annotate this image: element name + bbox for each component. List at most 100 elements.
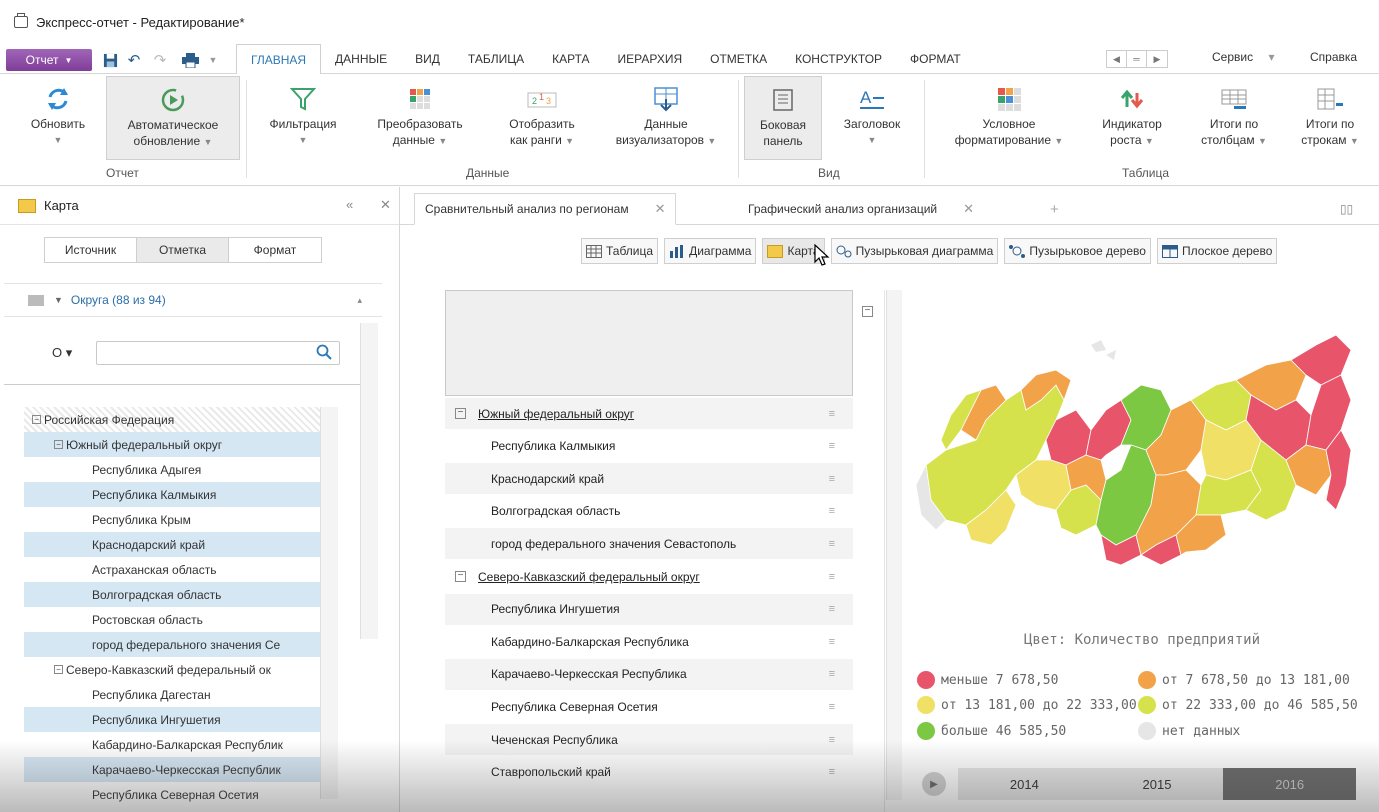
tab-view[interactable]: ВИД (415, 52, 440, 66)
tab-hierarchy[interactable]: ИЕРАРХИЯ (617, 52, 683, 66)
tree-item[interactable]: Республика Адыгея (24, 457, 320, 482)
filter-icon[interactable]: ≡ (828, 440, 835, 453)
undo-icon[interactable]: ↶ (127, 52, 141, 69)
view-map-button[interactable]: Карта (762, 238, 825, 264)
collapse-all-icon[interactable]: − (862, 306, 873, 317)
table-row[interactable]: Чеченская Республика ≡ (445, 724, 853, 756)
tab-main[interactable]: ГЛАВНАЯ (236, 44, 322, 75)
filter-icon[interactable]: ≡ (828, 603, 835, 616)
view-bubble-tree-button[interactable]: Пузырьковое дерево (1004, 238, 1151, 264)
view-table-button[interactable]: Таблица (581, 238, 659, 264)
heading-button[interactable]: A Заголовок ▼ (830, 82, 914, 148)
scroll-left-icon[interactable]: ◀ (1107, 51, 1127, 67)
collapse-icon[interactable]: − (54, 665, 63, 674)
tree-item[interactable]: Карачаево-Черкесская Республик (24, 757, 320, 782)
close-panel-icon[interactable]: ✕ (380, 197, 391, 212)
tree-item[interactable]: Ростовская область (24, 607, 320, 632)
doc-tab-regions[interactable]: Сравнительный анализ по регионам ✕ (414, 193, 677, 225)
growth-indicator-button[interactable]: Индикатор роста ▼ (1090, 82, 1174, 149)
table-row[interactable]: − Северо-Кавказский федеральный округ ≡ (445, 561, 853, 593)
selection-mode-icon[interactable]: O ▾ (52, 345, 73, 360)
refresh-button[interactable]: Обновить ▼ (18, 82, 98, 148)
table-row[interactable]: Кабардино-Балкарская Республика ≡ (445, 626, 853, 659)
table-row[interactable]: Республика Калмыкия ≡ (445, 431, 853, 463)
table-row[interactable]: Республика Северная Осетия ≡ (445, 691, 853, 724)
search-icon[interactable] (316, 344, 332, 363)
report-menu-button[interactable]: Отчет ▼ (6, 49, 92, 71)
year-2015[interactable]: 2015 (1142, 776, 1172, 792)
collapse-icon[interactable]: − (32, 415, 41, 424)
tree-item[interactable]: − Северо-Кавказский федеральный ок (24, 657, 320, 682)
dimension-selector[interactable]: ▼ Округа (88 из 94) ▴ (4, 283, 382, 317)
tree-scrollbar[interactable] (320, 407, 338, 799)
column-totals-button[interactable]: Итоги по столбцам ▼ (1188, 82, 1280, 149)
filter-icon[interactable]: ≡ (828, 537, 835, 550)
doc-tab-organizations[interactable]: Графический анализ организаций ✕ (738, 193, 984, 225)
table-row[interactable]: Ставропольский край ≡ (445, 757, 853, 789)
table-row[interactable]: город федерального значения Севастополь ≡ (445, 528, 853, 561)
filter-icon[interactable]: ≡ (828, 472, 835, 485)
visualizer-data-button[interactable]: Данные визуализаторов ▼ (600, 82, 732, 149)
auto-refresh-button[interactable]: Автоматическое обновление ▼ (106, 76, 240, 160)
tab-data[interactable]: ДАННЫЕ (335, 52, 388, 66)
tree-item[interactable]: город федерального значения Се (24, 632, 320, 657)
tab-format[interactable]: Формат (253, 243, 297, 257)
search-input[interactable] (96, 341, 340, 365)
tree-item[interactable]: Республика Ингушетия (24, 707, 320, 732)
filter-button[interactable]: Фильтрация ▼ (258, 82, 348, 148)
table-row[interactable]: − Южный федеральный округ ≡ (445, 398, 853, 430)
side-panel-button[interactable]: Боковая панель (744, 76, 822, 160)
close-icon[interactable]: ✕ (654, 201, 666, 216)
collapse-icon[interactable]: − (455, 408, 466, 419)
tree-item[interactable]: Республика Калмыкия (24, 482, 320, 507)
tab-source[interactable]: Источник (45, 238, 137, 262)
view-treemap-button[interactable]: Плоское дерево (1156, 238, 1278, 264)
scrollbar[interactable] (360, 323, 378, 639)
close-icon[interactable]: ✕ (963, 201, 975, 216)
service-menu[interactable]: Сервис ▾ (1212, 50, 1274, 64)
help-menu[interactable]: Справка (1310, 50, 1358, 64)
filter-icon[interactable]: ≡ (828, 505, 835, 518)
tree-item[interactable]: Республика Дагестан (24, 682, 320, 707)
table-row[interactable]: Краснодарский край ≡ (445, 463, 853, 496)
view-bubble-chart-button[interactable]: Пузырьковая диаграмма (830, 238, 999, 264)
dimension-collapse-icon[interactable]: ▴ (357, 294, 362, 305)
conditional-format-button[interactable]: Условное форматирование ▼ (936, 82, 1082, 149)
play-icon[interactable]: ▶ (922, 772, 946, 796)
add-tab-icon[interactable]: + (1050, 200, 1059, 218)
view-chart-button[interactable]: Диаграмма (664, 238, 757, 264)
quick-access-dropdown-icon[interactable]: ▼ (208, 55, 218, 65)
table-scrollbar[interactable] (886, 290, 902, 800)
split-view-icon[interactable]: ▯▯ (1340, 202, 1354, 216)
filter-icon[interactable]: ≡ (828, 733, 835, 746)
save-icon[interactable] (100, 49, 120, 71)
table-row[interactable]: Республика Ингушетия ≡ (445, 593, 853, 626)
tree-item[interactable]: Кабардино-Балкарская Республик (24, 732, 320, 757)
year-2014[interactable]: 2014 (1009, 776, 1039, 792)
filter-icon[interactable]: ≡ (828, 700, 835, 713)
filter-icon[interactable]: ≡ (828, 407, 835, 420)
filter-icon[interactable]: ≡ (828, 668, 835, 681)
tree-item[interactable]: − Российская Федерация (24, 407, 320, 432)
scroll-right-icon[interactable]: ▶ (1153, 53, 1161, 64)
tab-designer[interactable]: КОНСТРУКТОР (795, 52, 883, 66)
table-row[interactable]: Волгоградская область ≡ (445, 496, 853, 528)
tree-item[interactable]: Астраханская область (24, 557, 320, 582)
tab-format[interactable]: ФОРМАТ (910, 52, 961, 66)
row-totals-button[interactable]: Итоги по строкам ▼ (1290, 82, 1370, 149)
redo-icon[interactable]: ↷ (153, 52, 167, 69)
tree-item[interactable]: Волгоградская область (24, 582, 320, 607)
collapse-panel-icon[interactable]: « (346, 197, 354, 212)
print-icon[interactable] (178, 49, 202, 71)
tab-map[interactable]: КАРТА (552, 52, 590, 66)
tab-mark[interactable]: ОТМЕТКА (710, 52, 768, 66)
collapse-icon[interactable]: − (455, 571, 466, 582)
filter-icon[interactable]: ≡ (828, 635, 835, 648)
tree-item[interactable]: − Южный федеральный округ (24, 432, 320, 457)
collapse-icon[interactable]: − (54, 440, 63, 449)
year-2016[interactable]: 2016 (1223, 768, 1357, 800)
tree-item[interactable]: Республика Северная Осетия (24, 782, 320, 807)
tree-item[interactable]: Республика Крым (24, 507, 320, 532)
tab-table[interactable]: ТАБЛИЦА (467, 52, 525, 66)
